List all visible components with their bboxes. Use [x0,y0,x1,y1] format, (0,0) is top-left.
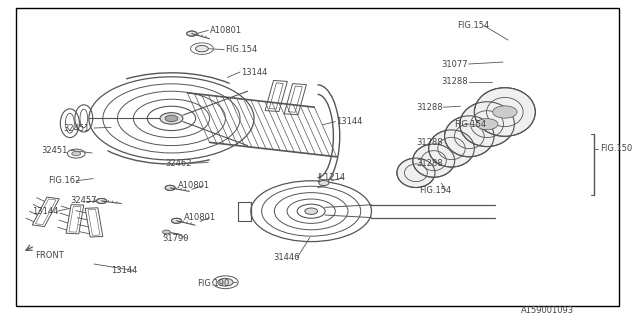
Text: FIG.162: FIG.162 [47,176,80,185]
Text: 32451: 32451 [41,146,68,155]
Text: JL1214: JL1214 [317,173,346,182]
Ellipse shape [413,144,454,177]
Circle shape [165,185,175,190]
Text: 31077: 31077 [442,60,468,68]
Text: FIG.154: FIG.154 [225,45,258,54]
Text: FIG.154: FIG.154 [457,21,490,30]
Circle shape [493,106,517,118]
Text: A10801: A10801 [178,181,210,190]
Text: 31288: 31288 [442,77,468,86]
Circle shape [476,119,498,130]
Text: 32451: 32451 [63,124,90,132]
Ellipse shape [445,116,494,157]
Circle shape [165,115,178,122]
Text: 31288: 31288 [416,159,443,168]
Circle shape [319,180,329,186]
Ellipse shape [397,158,435,188]
Text: A10801: A10801 [209,26,242,35]
Text: 13144: 13144 [32,207,58,216]
Text: FIG.150: FIG.150 [600,144,632,153]
Text: 31446: 31446 [273,253,300,262]
Text: 13144: 13144 [337,117,363,126]
Circle shape [218,278,233,286]
Text: FIG.154: FIG.154 [419,186,451,195]
Text: FIG.154: FIG.154 [454,120,486,129]
Ellipse shape [474,88,535,136]
Circle shape [305,208,317,214]
Ellipse shape [429,130,474,167]
Circle shape [172,218,182,223]
Text: 31288: 31288 [416,138,443,147]
Circle shape [187,31,197,36]
Text: 31288: 31288 [416,103,443,112]
Circle shape [160,113,183,124]
Circle shape [163,230,170,234]
Text: A159001093: A159001093 [521,306,574,315]
Text: FRONT: FRONT [35,252,63,260]
Text: 13144: 13144 [111,266,138,275]
Text: 31790: 31790 [162,234,188,243]
Ellipse shape [460,102,515,147]
Circle shape [72,151,81,156]
Text: 13144: 13144 [241,68,268,76]
Text: 32457: 32457 [70,196,97,204]
Circle shape [196,45,208,52]
Text: 32462: 32462 [165,159,191,168]
Circle shape [97,198,107,204]
Text: FIG.190: FIG.190 [197,279,229,288]
Text: A10801: A10801 [184,213,216,222]
